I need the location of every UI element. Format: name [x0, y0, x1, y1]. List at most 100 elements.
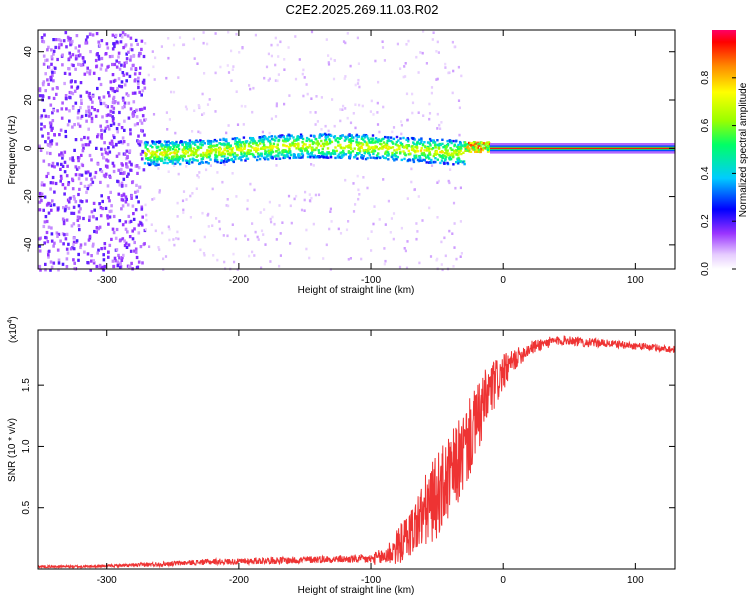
spectrogram-cell — [474, 144, 477, 147]
spectrogram-cell — [42, 208, 45, 212]
spectrogram-cell — [178, 155, 181, 159]
spectrogram-cell — [99, 67, 103, 71]
spectrogram-cell — [48, 144, 52, 148]
spectrogram-cell — [95, 217, 98, 221]
spectrogram-cell — [153, 162, 156, 166]
spectrogram-cell — [221, 143, 224, 146]
spectrogram-cell — [377, 147, 380, 151]
spectrogram-cell — [124, 195, 128, 199]
spectrogram-cell — [46, 143, 50, 147]
spectrogram-cell — [428, 137, 432, 141]
spectrogram-cell — [251, 140, 255, 143]
spectrogram-cell — [52, 108, 56, 112]
spectrogram-cell — [194, 140, 198, 143]
spectrogram-cell — [234, 157, 237, 161]
spectrogram-cell — [325, 140, 329, 144]
spectrogram-cell — [45, 230, 49, 235]
spectrogram-cell — [125, 149, 129, 153]
spectrogram-cell — [77, 122, 80, 126]
spectrogram-cell — [463, 162, 466, 166]
spectrogram-cell — [269, 260, 272, 263]
spectrogram-cell — [268, 131, 271, 135]
spectrogram-cell — [389, 136, 393, 139]
spectrogram-cell — [208, 149, 212, 153]
spectrogram-cell — [214, 71, 217, 75]
spectrogram-cell — [129, 168, 132, 172]
spectrogram-cell — [383, 156, 386, 159]
spectrogram-cell — [94, 170, 98, 175]
spectrogram-cell — [77, 224, 81, 228]
spectrogram-cell — [42, 40, 46, 44]
spectrogram-cell — [415, 149, 419, 152]
spectrogram-cell — [336, 155, 340, 158]
spectrogram-cell — [317, 149, 320, 152]
spectrogram-cell — [405, 144, 408, 147]
spectrogram-cell — [155, 140, 158, 144]
spectrogram-cell — [106, 184, 110, 188]
spectrogram-cell — [436, 112, 439, 116]
spectrogram-cell — [228, 151, 232, 154]
spectrogram-cell — [413, 138, 416, 141]
spectrogram-cell — [112, 110, 115, 114]
spectrogram-cell — [59, 174, 63, 178]
spectrogram-cell — [203, 142, 206, 145]
spectrogram-cell — [188, 145, 192, 149]
spectrogram-cell — [322, 154, 325, 157]
colorbar-tick-label: 0.0 — [700, 262, 711, 276]
spectrogram-cell — [139, 51, 142, 56]
spectrogram-cell — [422, 30, 425, 33]
spectrogram-cell — [407, 144, 410, 148]
spectrogram-cell — [422, 114, 425, 117]
spectrogram-cell — [206, 214, 209, 217]
spectrogram-cell — [308, 139, 312, 143]
spectrogram-cell — [43, 241, 46, 245]
spectrogram-cell — [457, 152, 460, 155]
spectrogram-cell — [241, 155, 244, 158]
spectrogram-cell — [161, 157, 164, 160]
spectrogram-cell — [198, 105, 201, 109]
spectrogram-cell — [262, 142, 265, 145]
spectrogram-cell — [464, 147, 468, 151]
spectrogram-cell — [378, 218, 381, 221]
spectrogram-cell — [415, 145, 418, 148]
spectrogram-cell — [452, 265, 455, 268]
spectrogram-cell — [108, 94, 111, 98]
colorbar-ticks: 0.00.20.40.60.8 — [700, 70, 736, 276]
spectrogram-cell — [279, 135, 282, 139]
spectrogram-cell — [400, 158, 403, 162]
spectrogram-cell — [337, 141, 340, 144]
spectrogram-cell — [481, 148, 485, 152]
spectrogram-cell — [88, 173, 92, 177]
spectrogram-cell — [358, 150, 362, 153]
spectrogram-cell — [258, 154, 261, 157]
spectrogram-cell — [53, 241, 56, 245]
spectrogram-cell — [93, 175, 97, 179]
spectrogram-cell — [473, 148, 476, 152]
spectrogram-cell — [120, 258, 124, 262]
spectrogram-cell — [382, 141, 386, 144]
spectrogram-cell — [44, 58, 47, 62]
spectrogram-cell — [482, 142, 486, 145]
spectrogram-cell — [300, 208, 304, 212]
spectrogram-cell — [73, 148, 76, 152]
spectrogram-cell — [267, 52, 270, 56]
spectrogram-cell — [211, 150, 214, 153]
spectrogram-cell — [272, 145, 275, 148]
spectrogram-cell — [67, 67, 70, 71]
spectrogram-cell — [270, 220, 273, 224]
spectrogram-cell — [174, 157, 177, 161]
spectrogram-cell — [42, 62, 46, 66]
spectrogram-cell — [103, 141, 106, 145]
spectrogram-cell — [410, 148, 414, 151]
spectrogram-cell — [420, 138, 423, 142]
spectrogram-cell — [49, 125, 53, 129]
spectrogram-cell — [133, 72, 137, 76]
spectrogram-cell — [344, 153, 348, 156]
snr-y-scale-label: (x104) — [7, 316, 19, 343]
spectrogram-cell — [89, 268, 92, 272]
spectrogram-cell — [413, 142, 416, 146]
spectrogram-cell — [269, 141, 272, 144]
spectrogram-cell — [357, 141, 360, 144]
spectrogram-cell — [112, 134, 115, 138]
spectrogram-cell — [101, 199, 104, 204]
